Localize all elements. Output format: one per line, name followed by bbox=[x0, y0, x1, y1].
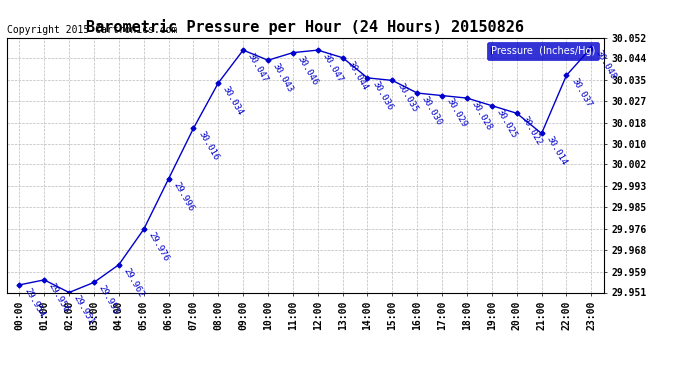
Text: 30.043: 30.043 bbox=[270, 62, 295, 94]
Text: 30.035: 30.035 bbox=[395, 82, 419, 114]
Text: 30.022: 30.022 bbox=[520, 115, 544, 147]
Text: 29.996: 29.996 bbox=[171, 180, 195, 213]
Text: 30.047: 30.047 bbox=[321, 51, 344, 84]
Title: Barometric Pressure per Hour (24 Hours) 20150826: Barometric Pressure per Hour (24 Hours) … bbox=[86, 19, 524, 35]
Text: 30.034: 30.034 bbox=[221, 84, 245, 117]
Text: 30.046: 30.046 bbox=[296, 54, 319, 87]
Text: 30.028: 30.028 bbox=[470, 99, 493, 132]
Text: 29.976: 29.976 bbox=[146, 231, 170, 263]
Text: 30.037: 30.037 bbox=[569, 77, 593, 109]
Text: 29.955: 29.955 bbox=[97, 284, 121, 316]
Text: 29.954: 29.954 bbox=[22, 286, 46, 319]
Text: 29.951: 29.951 bbox=[72, 294, 96, 326]
Text: 29.962: 29.962 bbox=[121, 266, 146, 298]
Text: 30.014: 30.014 bbox=[544, 135, 569, 167]
Text: 30.048: 30.048 bbox=[594, 49, 618, 81]
Text: 30.047: 30.047 bbox=[246, 51, 270, 84]
Text: 30.025: 30.025 bbox=[495, 107, 519, 140]
Text: 30.016: 30.016 bbox=[196, 130, 220, 162]
Text: 30.036: 30.036 bbox=[371, 79, 394, 112]
Text: 30.029: 30.029 bbox=[445, 97, 469, 129]
Text: 30.030: 30.030 bbox=[420, 94, 444, 127]
Legend: Pressure  (Inches/Hg): Pressure (Inches/Hg) bbox=[486, 42, 599, 60]
Text: 29.956: 29.956 bbox=[47, 281, 71, 314]
Text: Copyright 2015 Cartronics.com: Copyright 2015 Cartronics.com bbox=[7, 25, 177, 35]
Text: 30.044: 30.044 bbox=[346, 59, 369, 92]
